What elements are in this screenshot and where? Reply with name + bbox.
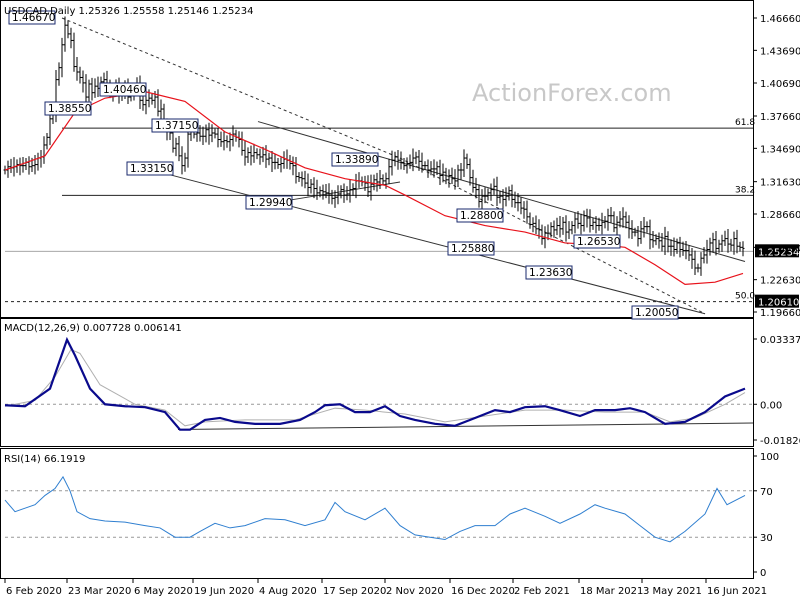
price-annotation-label: 1.38550	[48, 103, 91, 115]
price-annotation-box	[245, 195, 293, 210]
rsi-axis-label: 30	[760, 533, 773, 544]
price-axis-label: 1.19660	[760, 308, 800, 319]
price-annotation-box	[447, 241, 495, 256]
x-axis-label: 6 May 2020	[134, 586, 193, 597]
price-annotation-label: 1.23630	[529, 267, 572, 279]
price-annotation-label: 1.29940	[249, 197, 292, 209]
price-annotation-box	[573, 234, 621, 249]
price-axis-label: 1.25600	[760, 243, 800, 254]
macd-pane-title: MACD(12,26,9) 0.007728 0.006141	[4, 323, 182, 334]
channel-lower-line	[159, 171, 706, 315]
rsi-axis-label: 100	[760, 452, 779, 463]
rsi-axis-label: 70	[760, 487, 773, 498]
x-axis-label: 2 Feb 2021	[514, 586, 570, 597]
price-tag-label: 1.20610	[758, 298, 799, 309]
price-annotation-label: 1.26530	[577, 236, 620, 248]
rsi-pane-frame	[0, 448, 754, 579]
price-annotation-label: 1.33890	[335, 154, 378, 166]
x-axis-label: 6 Feb 2020	[6, 586, 62, 597]
macd-trendline	[177, 422, 754, 431]
watermark: ActionForex.com	[472, 79, 672, 107]
price-annotation-box	[44, 101, 92, 116]
price-axis-label: 1.28660	[760, 210, 800, 221]
x-axis-label: 23 Mar 2020	[68, 586, 131, 597]
price-tag-box	[755, 244, 799, 258]
price-annotation-label: 1.46670	[12, 12, 55, 24]
x-axis-label: 17 Sep 2020	[323, 586, 386, 597]
rsi-axis-label: 0	[760, 568, 766, 579]
x-axis-label: 2 Nov 2020	[386, 586, 444, 597]
price-annotation-label: 1.20050	[635, 307, 678, 319]
price-annotation-box	[8, 10, 56, 25]
price-tag-label: 1.25234	[758, 247, 799, 258]
dashed-trendline-upper	[61, 17, 401, 159]
price-annotation-box	[331, 152, 379, 167]
price-axis-label: 1.31630	[760, 178, 800, 189]
price-annotation-label: 1.40460	[103, 84, 146, 96]
price-pane-frame	[0, 0, 754, 318]
macd-signal-line	[4, 348, 746, 427]
macd-pane-frame	[0, 318, 754, 447]
rsi-line	[4, 475, 746, 543]
price-annotation-box	[126, 161, 174, 176]
price-pane-title: USDCAD,Daily 1.25326 1.25558 1.25146 1.2…	[4, 6, 254, 17]
price-axis-label: 1.40690	[760, 79, 800, 90]
price-annotation-label: 1.28800	[460, 210, 503, 222]
fib-level-label: 38.2	[735, 185, 755, 195]
fib-level-label: 50.0	[735, 292, 755, 302]
x-axis-label: 19 Jun 2020	[194, 586, 254, 597]
x-axis-label: 16 Dec 2020	[451, 586, 515, 597]
price-annotation-box	[631, 305, 679, 320]
price-tag-box	[755, 294, 799, 308]
rsi-pane-title: RSI(14) 66.1919	[4, 454, 85, 465]
x-axis-label: 4 Aug 2020	[259, 586, 317, 597]
channel-upper-line	[257, 121, 746, 262]
price-annotation-box	[99, 82, 147, 97]
price-annotation-box	[151, 118, 199, 133]
price-annotation-label: 1.37150	[155, 120, 198, 132]
price-annotation-box	[456, 208, 504, 223]
price-annotation-box	[525, 265, 573, 280]
x-axis-label: 16 Jun 2021	[707, 586, 767, 597]
price-annotation-label: 1.25880	[451, 243, 494, 255]
price-axis-label: 1.43690	[760, 46, 800, 57]
x-axis-label: 3 May 2021	[643, 586, 702, 597]
macd-axis-label: 0.00	[760, 400, 782, 411]
price-axis-label: 1.22630	[760, 276, 800, 287]
macd-axis-label: -0.018262	[760, 436, 800, 447]
price-axis-label: 1.46660	[760, 14, 800, 25]
macd-line	[4, 336, 746, 431]
price-axis-label: 1.34690	[760, 144, 800, 155]
macd-axis-label: 0.03337	[760, 335, 800, 346]
price-annotation-label: 1.33150	[130, 163, 173, 175]
price-axis-label: 1.37660	[760, 112, 800, 123]
fib-level-label: 61.8	[735, 118, 755, 128]
x-axis-label: 18 Mar 2021	[580, 586, 643, 597]
